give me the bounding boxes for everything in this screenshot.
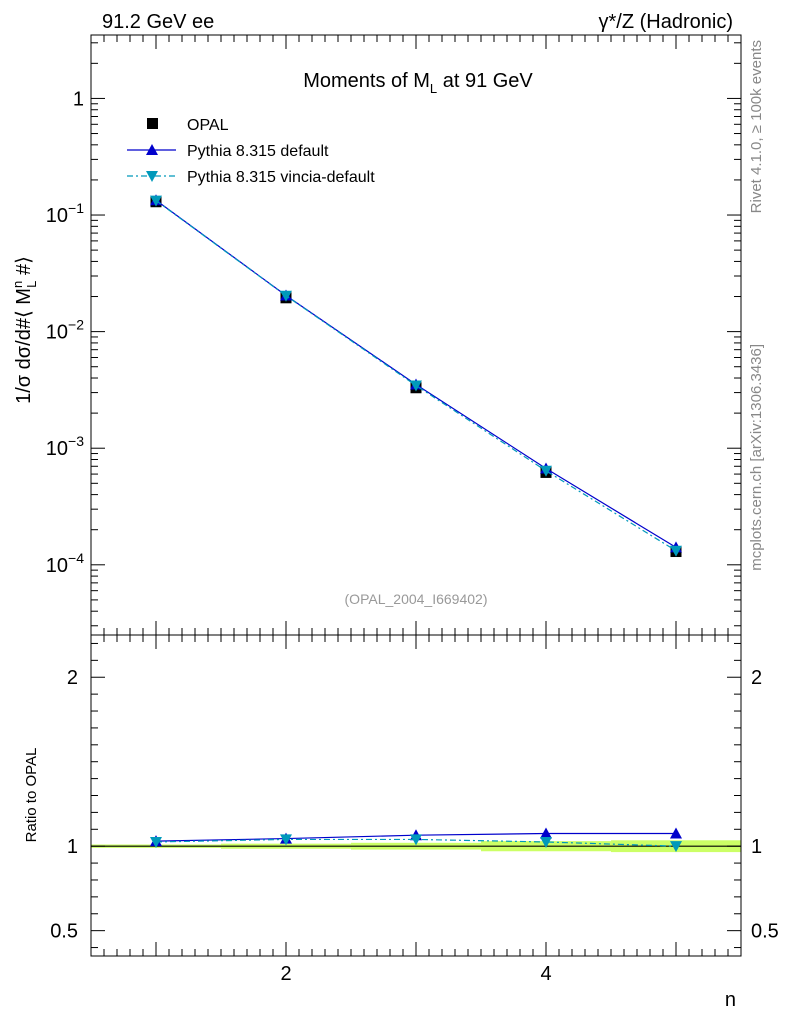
series-line-pythia-8-315-default bbox=[155, 199, 677, 548]
legend-vincia-marker bbox=[146, 171, 158, 182]
main-y-ticks: 1 10−1 10−2 10−3 10−4 bbox=[46, 42, 741, 627]
main-y-axis-label: 1/σ dσ/d#⟨ MnL #⟩ bbox=[10, 256, 39, 404]
point-pythia-8-315-vincia-default bbox=[540, 465, 552, 477]
ratio-series bbox=[150, 827, 682, 853]
main-series bbox=[150, 194, 682, 558]
ratio-y-axis-label: Ratio to OPAL bbox=[23, 748, 40, 843]
legend: OPAL Pythia 8.315 default Pythia 8.315 v… bbox=[127, 117, 375, 186]
legend-default-label: Pythia 8.315 default bbox=[187, 143, 329, 160]
main-y-tick-label: 10−1 bbox=[46, 200, 84, 227]
main-y-tick-label: 10−3 bbox=[46, 433, 84, 460]
ratio-y-tick-label-right: 0.5 bbox=[751, 921, 779, 943]
ratio-point-pythia-8-315-vincia-default bbox=[540, 836, 552, 848]
ratio-point-pythia-8-315-vincia-default bbox=[670, 841, 682, 853]
main-y-tick-label: 1 bbox=[73, 88, 84, 110]
ratio-point-pythia-8-315-default bbox=[540, 827, 552, 839]
series-pythia-8-315-default bbox=[150, 194, 682, 553]
legend-vincia-label: Pythia 8.315 vincia-default bbox=[187, 169, 375, 186]
ratio-point-pythia-8-315-vincia-default bbox=[410, 834, 422, 846]
point-pythia-8-315-vincia-default bbox=[150, 195, 162, 207]
legend-default-marker bbox=[146, 144, 158, 155]
main-title: Moments of ML at 91 GeV bbox=[303, 70, 533, 96]
ratio-y-ticks: 0.5 0.5 1 1 2 2 bbox=[50, 642, 779, 949]
ratio-y-tick-label-left: 1 bbox=[67, 836, 78, 858]
legend-opal-label: OPAL bbox=[187, 117, 229, 134]
x-tick-label: 4 bbox=[540, 963, 551, 985]
main-panel: 1 10−1 10−2 10−3 10−4 Moments of ML at 91 Ge… bbox=[10, 34, 742, 636]
ratio-y-tick-label-left: 0.5 bbox=[50, 921, 78, 943]
ratio-y-tick-label-right: 1 bbox=[751, 836, 762, 858]
ratio-point-pythia-8-315-vincia-default bbox=[280, 834, 292, 846]
main-y-tick-label: 10−2 bbox=[46, 317, 84, 344]
header-right: γ*/Z (Hadronic) bbox=[599, 11, 733, 33]
legend-entry-opal: OPAL bbox=[147, 117, 229, 134]
header-left: 91.2 GeV ee bbox=[102, 11, 214, 33]
legend-entry-vincia: Pythia 8.315 vincia-default bbox=[127, 169, 375, 186]
legend-opal-marker bbox=[147, 118, 158, 129]
ratio-frame bbox=[90, 634, 742, 957]
ratio-y-tick-label-left: 2 bbox=[67, 667, 78, 689]
main-y-tick-label: 10−4 bbox=[46, 550, 84, 577]
ratio-point-pythia-8-315-default bbox=[670, 827, 682, 839]
ratio-series-pythia-8-315-vincia-default bbox=[150, 834, 682, 853]
series-pythia-8-315-vincia-default bbox=[150, 195, 682, 557]
ratio-point-pythia-8-315-vincia-default bbox=[150, 836, 162, 848]
main-x-ticks bbox=[90, 35, 742, 635]
series-line-pythia-8-315-vincia-default bbox=[155, 200, 677, 552]
ratio-line-pythia-8-315-vincia-default bbox=[155, 838, 677, 847]
x-axis-label: n bbox=[725, 989, 736, 1011]
legend-entry-default: Pythia 8.315 default bbox=[127, 143, 329, 160]
point-pythia-8-315-vincia-default bbox=[280, 290, 292, 302]
point-pythia-8-315-vincia-default bbox=[670, 545, 682, 557]
rivet-label: Rivet 4.1.0, ≥ 100k events bbox=[748, 40, 765, 213]
point-pythia-8-315-vincia-default bbox=[410, 380, 422, 392]
mcplots-label: mcplots.cern.ch [arXiv:1306.3436] bbox=[748, 344, 765, 571]
analysis-annotation: (OPAL_2004_I669402) bbox=[345, 591, 488, 607]
ratio-y-tick-label-right: 2 bbox=[751, 667, 762, 689]
x-tick-label: 2 bbox=[280, 963, 291, 985]
